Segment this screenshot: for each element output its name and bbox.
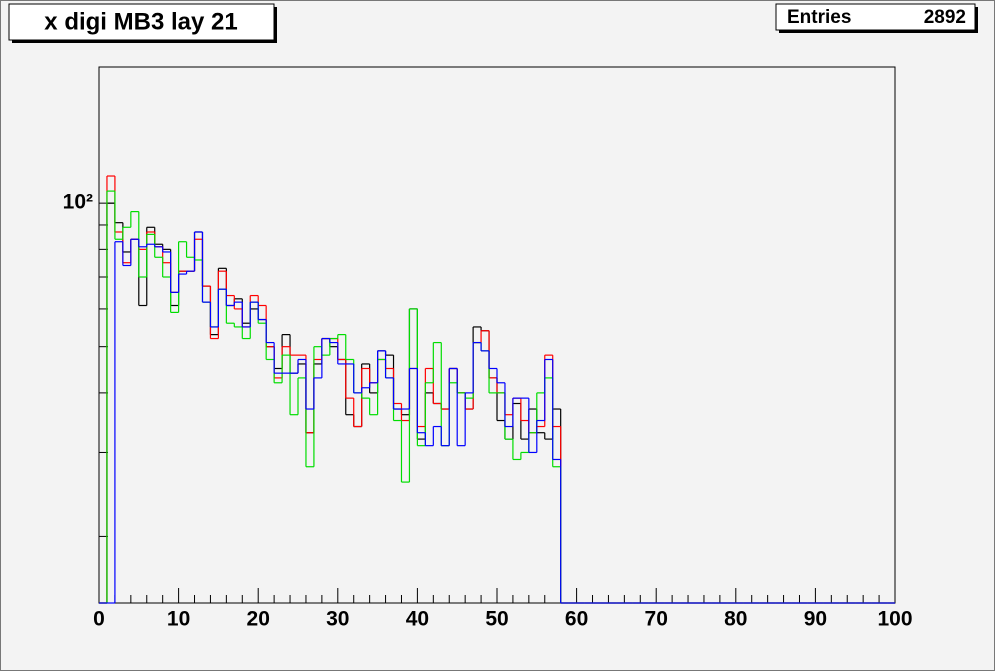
y-tick-label: 10² [63,191,93,214]
chart-title: x digi MB3 lay 21 [44,8,237,35]
title-box [8,3,275,41]
stats-value: 2892 [924,7,966,28]
x-tick-label: 30 [326,608,349,631]
x-tick-label: 50 [485,608,508,631]
x-tick-label: 0 [93,608,105,631]
x-tick-label: 90 [804,608,827,631]
stats-box [775,3,976,31]
x-tick-label: 100 [877,608,912,631]
x-tick-label: 70 [645,608,668,631]
x-tick-label: 80 [724,608,747,631]
x-tick-label: 10 [167,608,190,631]
x-tick-label: 40 [406,608,429,631]
stats-label: Entries [787,7,851,28]
x-tick-label: 60 [565,608,588,631]
plot-frame [98,66,896,604]
x-tick-label: 20 [247,608,270,631]
